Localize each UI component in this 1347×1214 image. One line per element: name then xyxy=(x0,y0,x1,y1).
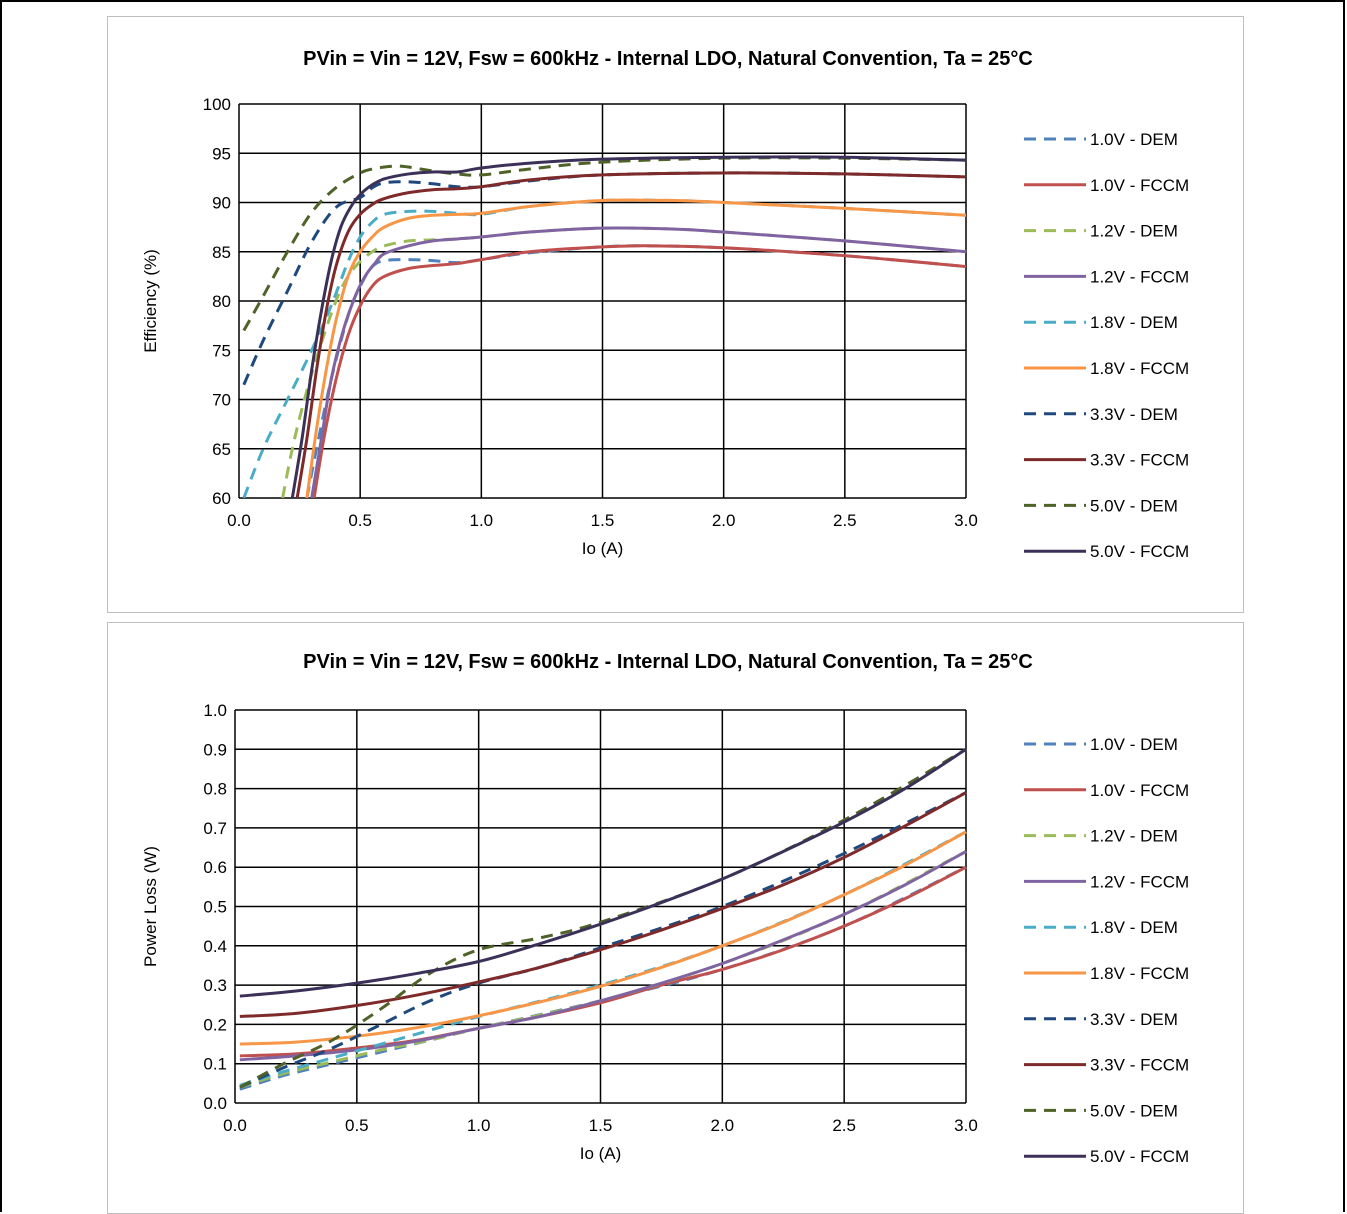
chart-0-x-tick-label: 0.0 xyxy=(227,511,251,530)
power-loss-chart: PVin = Vin = 12V, Fsw = 600kHz - Interna… xyxy=(141,651,1189,1166)
power-loss-chart-panel: PVin = Vin = 12V, Fsw = 600kHz - Interna… xyxy=(107,622,1244,1214)
chart-1-legend-label: 5.0V - FCCM xyxy=(1090,1147,1189,1166)
chart-0-legend-label: 1.0V - FCCM xyxy=(1090,176,1189,195)
chart-0-series-line-1-8v-dem xyxy=(242,198,967,498)
chart-0-x-axis-label: Io (A) xyxy=(582,539,624,558)
chart-1-y-tick-label: 0.6 xyxy=(203,858,227,877)
chart-0-grid xyxy=(238,103,967,499)
chart-1-grid xyxy=(234,709,967,1104)
chart-1-y-tick-label: 0.4 xyxy=(203,937,227,956)
chart-0-x-tick-label: 1.0 xyxy=(470,511,494,530)
chart-0-y-tick-label: 100 xyxy=(203,95,231,114)
chart-0-y-axis-label: Efficiency (%) xyxy=(141,249,160,353)
chart-0-title: PVin = Vin = 12V, Fsw = 600kHz - Interna… xyxy=(303,48,1033,70)
chart-1-series-line-1-8v-dem xyxy=(239,830,967,1087)
chart-1-x-tick-label: 0.5 xyxy=(345,1116,369,1135)
chart-1-series-line-1-8v-fccm xyxy=(239,830,967,1046)
chart-1-series-line-1-2v-fccm xyxy=(239,850,967,1062)
efficiency-chart: PVin = Vin = 12V, Fsw = 600kHz - Interna… xyxy=(141,48,1189,561)
chart-0-y-tick-label: 60 xyxy=(212,489,231,508)
chart-0-y-tick-label: 65 xyxy=(212,440,231,459)
chart-0-legend-label: 1.8V - FCCM xyxy=(1090,359,1189,378)
chart-1-x-tick-label: 2.5 xyxy=(832,1116,856,1135)
chart-1-y-tick-label: 0.8 xyxy=(203,780,227,799)
chart-0-legend: 1.0V - DEM 1.0V - FCCM 1.2V - DEM 1.2V - FC… xyxy=(1024,130,1189,561)
chart-0-legend-label: 5.0V - FCCM xyxy=(1090,542,1189,561)
chart-0-y-tick-label: 90 xyxy=(212,194,231,213)
chart-1-x-axis-label: Io (A) xyxy=(580,1144,622,1163)
chart-1-y-tick-label: 0.1 xyxy=(203,1055,227,1074)
chart-1-legend-label: 1.0V - FCCM xyxy=(1090,781,1189,800)
chart-1-legend-label: 1.8V - DEM xyxy=(1090,918,1178,937)
chart-0-series-line-1-8v-fccm xyxy=(305,198,967,498)
chart-1-legend-label: 3.3V - DEM xyxy=(1090,1010,1178,1029)
chart-1-x-tick-label: 0.0 xyxy=(223,1116,247,1135)
chart-0-x-tick-label: 0.5 xyxy=(348,511,372,530)
chart-0-series-line-1-2v-dem xyxy=(281,226,967,498)
chart-1-x-tick-label: 3.0 xyxy=(954,1116,978,1135)
chart-0-x-tick-label: 2.5 xyxy=(833,511,857,530)
chart-1-legend-label: 1.0V - DEM xyxy=(1090,735,1178,754)
chart-1-legend: 1.0V - DEM 1.0V - FCCM 1.2V - DEM 1.2V - FC… xyxy=(1024,735,1189,1166)
chart-1-x-tick-label: 1.5 xyxy=(589,1116,613,1135)
chart-1-series-group xyxy=(239,748,967,1091)
chart-0-x-tick-label: 2.0 xyxy=(712,511,736,530)
chart-0-y-tick-label: 70 xyxy=(212,391,231,410)
chart-0-y-tick-label: 95 xyxy=(212,144,231,163)
chart-1-title: PVin = Vin = 12V, Fsw = 600kHz - Interna… xyxy=(303,651,1033,673)
efficiency-chart-panel: PVin = Vin = 12V, Fsw = 600kHz - Interna… xyxy=(107,16,1244,613)
chart-1-series-line-1-0v-fccm xyxy=(239,865,967,1058)
chart-0-legend-label: 1.8V - DEM xyxy=(1090,313,1178,332)
chart-0-series-group xyxy=(242,155,967,498)
chart-0-series-line-1-0v-dem xyxy=(305,244,967,498)
chart-1-series-line-1-0v-dem xyxy=(239,865,967,1091)
chart-0-series-line-1-2v-fccm xyxy=(310,226,967,498)
chart-1-x-tick-label: 2.0 xyxy=(711,1116,735,1135)
chart-0-legend-label: 5.0V - DEM xyxy=(1090,496,1178,515)
chart-1-series-line-3-3v-fccm xyxy=(239,791,967,1019)
chart-0-y-tick-label: 75 xyxy=(212,341,231,360)
chart-0-x-tick-label: 1.5 xyxy=(591,511,615,530)
chart-0-y-tick-label: 80 xyxy=(212,292,231,311)
chart-1-legend-label: 3.3V - FCCM xyxy=(1090,1056,1189,1075)
chart-1-y-tick-label: 0.3 xyxy=(203,976,227,995)
chart-0-series-line-1-0v-fccm xyxy=(312,244,967,498)
chart-1-legend-label: 1.8V - FCCM xyxy=(1090,964,1189,983)
chart-1-legend-label: 5.0V - DEM xyxy=(1090,1101,1178,1120)
chart-0-legend-label: 1.2V - DEM xyxy=(1090,222,1178,241)
chart-1-y-tick-label: 0.0 xyxy=(203,1094,227,1113)
chart-1-y-tick-label: 1.0 xyxy=(203,701,227,720)
chart-0-legend-label: 1.2V - FCCM xyxy=(1090,267,1189,286)
chart-1-y-tick-label: 0.7 xyxy=(203,819,227,838)
chart-0-series-line-3-3v-fccm xyxy=(295,171,967,498)
chart-0-x-tick-label: 3.0 xyxy=(954,511,978,530)
chart-0-legend-label: 3.3V - FCCM xyxy=(1090,451,1189,470)
chart-1-y-tick-label: 0.5 xyxy=(203,898,227,917)
chart-1-x-tick-label: 1.0 xyxy=(467,1116,491,1135)
chart-1-series-line-5-0v-fccm xyxy=(239,748,967,998)
chart-0-legend-label: 1.0V - DEM xyxy=(1090,130,1178,149)
chart-1-legend-label: 1.2V - DEM xyxy=(1090,827,1178,846)
chart-0-legend-label: 3.3V - DEM xyxy=(1090,405,1178,424)
chart-1-series-line-3-3v-dem xyxy=(239,791,967,1089)
chart-1-legend-label: 1.2V - FCCM xyxy=(1090,872,1189,891)
chart-1-y-tick-label: 0.2 xyxy=(203,1015,227,1034)
chart-0-series-line-5-0v-fccm xyxy=(290,155,967,498)
chart-1-y-axis-label: Power Loss (W) xyxy=(141,846,160,967)
chart-1-y-tick-label: 0.9 xyxy=(203,740,227,759)
chart-0-y-tick-label: 85 xyxy=(212,243,231,262)
